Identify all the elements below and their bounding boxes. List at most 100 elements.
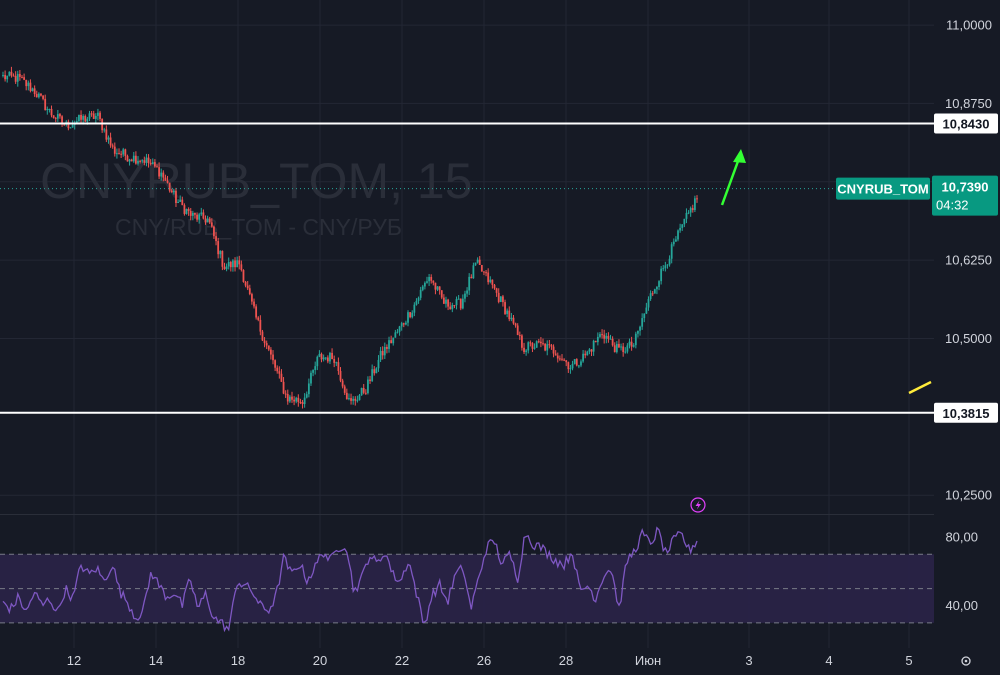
yellow-trend-line[interactable] <box>908 380 932 395</box>
candle-body <box>71 124 74 128</box>
candle-body <box>531 343 534 349</box>
candle-body <box>259 319 262 332</box>
candle-body <box>189 210 192 216</box>
candle-body <box>297 397 300 402</box>
candle-body <box>447 299 449 307</box>
candle-body <box>94 115 97 119</box>
level-lines[interactable] <box>0 122 934 414</box>
candle-body <box>267 345 270 350</box>
watermark-symbol: CNYRUB_TOM, 15 <box>40 153 473 209</box>
candle-body <box>457 298 460 300</box>
candle-body <box>166 180 169 183</box>
candle-body <box>691 208 694 210</box>
candle-body <box>329 352 331 362</box>
candle-body <box>375 368 378 374</box>
candle-body <box>312 369 314 373</box>
candle-body <box>137 160 139 164</box>
last-price-tag <box>932 175 998 216</box>
candle-body <box>335 362 338 364</box>
candle-body <box>122 149 125 155</box>
level-price-tag-0 <box>934 113 998 134</box>
candle-body <box>584 353 587 356</box>
candle-body <box>677 230 679 240</box>
candle-body <box>4 75 7 80</box>
candle-body <box>468 276 471 291</box>
candle-body <box>272 354 274 361</box>
candle-body <box>280 373 283 382</box>
candle-body <box>242 270 245 282</box>
candle-body <box>246 285 249 289</box>
candle-body <box>493 284 496 289</box>
candle-body <box>337 362 340 371</box>
time-tick-label-9: 4 <box>825 653 832 668</box>
candle-body <box>350 398 352 401</box>
candle-body <box>21 76 23 78</box>
pane-separator[interactable] <box>0 514 934 515</box>
candle-body <box>356 400 359 402</box>
candle-body <box>141 160 144 162</box>
candle-body <box>208 218 211 223</box>
candle-body <box>426 281 428 283</box>
candle-body <box>518 334 521 336</box>
trend-arrow-head[interactable] <box>733 149 746 163</box>
candle-body <box>124 149 127 156</box>
candles <box>2 66 698 409</box>
candle-body <box>525 350 528 353</box>
candle-body <box>628 341 631 346</box>
candle-body <box>196 214 198 220</box>
candle-body <box>67 121 70 129</box>
lightning-icon[interactable] <box>690 497 706 513</box>
candle-body <box>398 326 401 332</box>
candle-body <box>227 261 230 267</box>
time-tick-label-5: 26 <box>477 653 491 668</box>
candle-body <box>185 208 188 214</box>
candle-body <box>369 379 371 381</box>
candle-body <box>253 301 255 307</box>
candle-body <box>14 75 17 82</box>
candle-body <box>487 272 490 283</box>
candle-body <box>168 182 171 191</box>
price-axis[interactable]: 11,0000 10,8750 10,6250 10,5000 10,2500 <box>945 18 992 503</box>
candle-body <box>689 208 692 213</box>
candle-body <box>415 300 418 305</box>
candle-body <box>556 355 559 359</box>
candle-body <box>232 260 234 268</box>
candle-body <box>200 212 203 215</box>
candle-body <box>440 290 443 298</box>
candle-body <box>109 137 112 146</box>
candle-body <box>599 334 601 337</box>
candle-body <box>324 357 327 359</box>
candle-body <box>326 357 329 362</box>
candle-body <box>147 157 150 163</box>
candle-body <box>238 260 241 265</box>
symbol-tag-label: CNYRUB_TOM <box>837 182 929 197</box>
candle-body <box>550 345 553 347</box>
candle-body <box>44 98 47 111</box>
candle-body <box>248 288 251 295</box>
rsi-axis[interactable]: 80,00 40,00 <box>945 530 978 614</box>
rsi-line <box>2 526 698 633</box>
symbol-tag <box>836 177 930 200</box>
candle-body <box>333 359 336 363</box>
candle-body <box>683 218 686 225</box>
candle-body <box>286 394 289 402</box>
candle-body <box>130 159 133 162</box>
price-tags: 10,8430 10,3815 CNYRUB_TOM 10,7390 04:32 <box>836 113 998 423</box>
level-price-label-0: 10,8430 <box>943 116 990 131</box>
candle-body <box>611 338 614 346</box>
candle-body <box>305 394 308 398</box>
candle-body <box>565 360 568 363</box>
candle-body <box>278 371 281 374</box>
candle-body <box>10 71 13 76</box>
candle-body <box>580 361 582 366</box>
candle-body <box>411 312 414 318</box>
candle-body <box>221 250 224 267</box>
candle-body <box>491 279 494 285</box>
candle-body <box>61 116 63 124</box>
settings-gear-icon[interactable] <box>961 656 971 666</box>
candle-body <box>263 340 266 344</box>
time-axis[interactable]: 12 14 18 20 22 26 28 Июн 3 4 5 <box>67 653 913 668</box>
drawings[interactable] <box>720 149 932 395</box>
